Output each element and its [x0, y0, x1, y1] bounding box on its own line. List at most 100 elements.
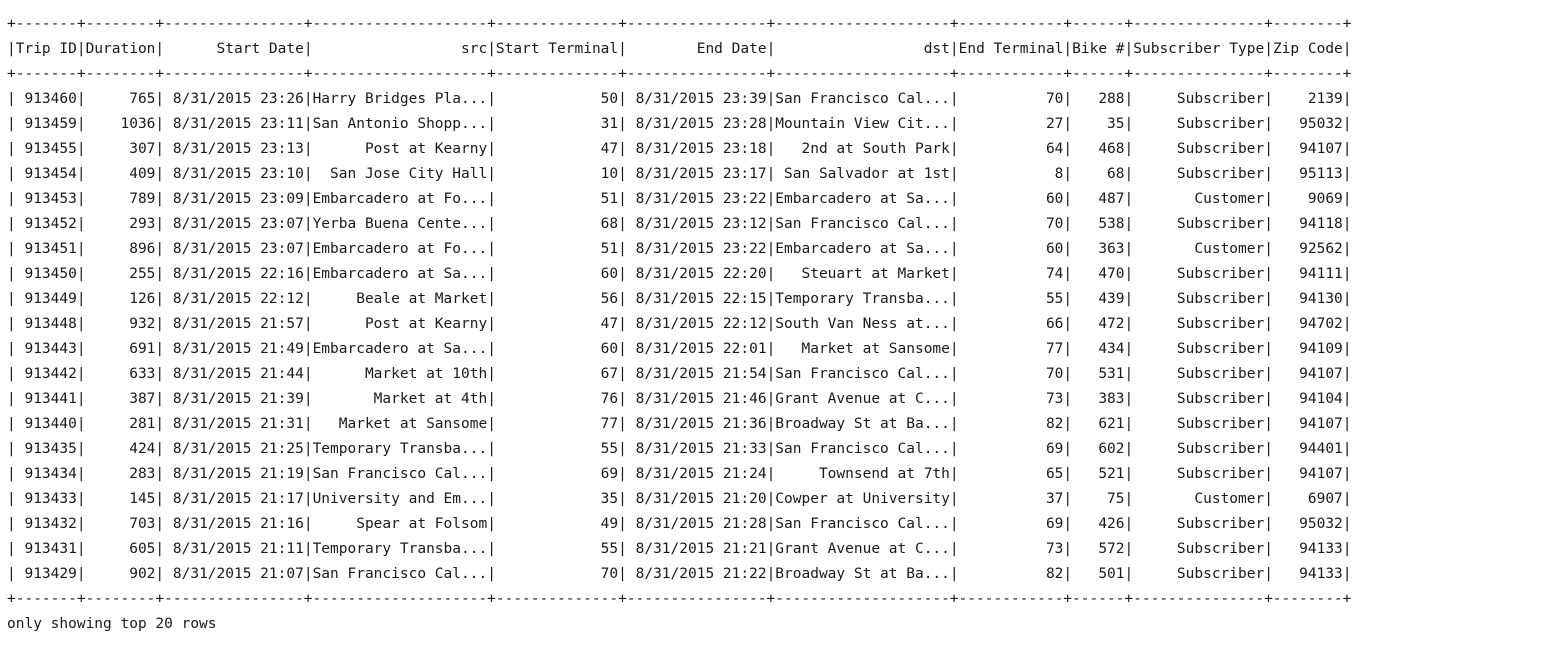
column-separator: | [949, 391, 959, 407]
column-separator: | [303, 216, 313, 232]
column-separator: | [1264, 291, 1273, 307]
column-separator: | [76, 141, 86, 157]
column-separator: | [1264, 516, 1273, 532]
table-cell: 363 [1072, 241, 1125, 257]
column-separator: | [618, 441, 627, 457]
table-cell: 8/31/2015 21:25 [164, 441, 304, 457]
console-output: +-------+--------+----------------+-----… [7, 12, 1352, 637]
table-cell: 94702 [1272, 316, 1343, 332]
column-separator: | [7, 341, 16, 357]
table-row: | 913452| 293| 8/31/2015 23:07|Yerba Bue… [7, 212, 1352, 237]
table-cell: San Jose City Hall [312, 166, 488, 182]
table-cell: 75 [1072, 491, 1125, 507]
table-cell: 51 [495, 241, 619, 257]
column-separator: | [766, 366, 776, 382]
column-separator: | [76, 316, 86, 332]
column-separator: | [766, 441, 776, 457]
table-cell: 8/31/2015 21:33 [626, 441, 767, 457]
table-cell: 913435 [15, 441, 77, 457]
table-cell: 8/31/2015 21:17 [164, 491, 304, 507]
column-separator: | [1124, 541, 1134, 557]
column-separator: | [618, 391, 627, 407]
table-cell: San Francisco Cal... [312, 466, 488, 482]
column-separator: | [1063, 341, 1073, 357]
column-separator: | [155, 266, 165, 282]
table-cell: 77 [958, 341, 1064, 357]
column-separator: | [1342, 441, 1352, 457]
table-row: | 913449| 126| 8/31/2015 22:12| Beale at… [7, 287, 1352, 312]
column-separator: | [1342, 116, 1352, 132]
column-separator: | [303, 391, 313, 407]
table-row: | 913455| 307| 8/31/2015 23:13| Post at … [7, 137, 1352, 162]
table-cell: 2nd at South Park [775, 141, 950, 157]
column-separator: | [1342, 366, 1352, 382]
column-separator: | [949, 491, 959, 507]
column-separator: | [303, 241, 313, 257]
column-separator: | [7, 416, 16, 432]
column-separator: | [949, 191, 959, 207]
column-separator: | [7, 166, 16, 182]
column-separator: | [487, 191, 496, 207]
column-separator: | [1264, 416, 1273, 432]
column-separator: | [949, 466, 959, 482]
table-cell: Broadway St at Ba... [775, 416, 950, 432]
column-separator: | [487, 341, 496, 357]
column-separator: | [1342, 491, 1352, 507]
column-separator: | [155, 166, 165, 182]
column-separator: | [1342, 241, 1352, 257]
table-cell: 913433 [15, 491, 77, 507]
table-cell: 896 [85, 241, 156, 257]
table-cell: 94118 [1272, 216, 1343, 232]
column-separator: | [618, 41, 627, 57]
table-row: | 913451| 896| 8/31/2015 23:07|Embarcade… [7, 237, 1352, 262]
table-cell: 95032 [1272, 516, 1343, 532]
column-separator: | [1264, 266, 1273, 282]
column-separator: | [487, 291, 496, 307]
column-separator: | [1264, 341, 1273, 357]
table-cell: 94401 [1272, 441, 1343, 457]
table-cell: 50 [495, 91, 619, 107]
column-separator: | [1264, 191, 1273, 207]
table-cell: 8/31/2015 21:11 [164, 541, 304, 557]
table-cell: 913454 [15, 166, 77, 182]
column-separator: | [155, 316, 165, 332]
column-separator: | [303, 266, 313, 282]
table-cell: 439 [1072, 291, 1125, 307]
table-cell: 94130 [1272, 291, 1343, 307]
table-cell: 8 [958, 166, 1064, 182]
table-cell: 27 [958, 116, 1064, 132]
table-cell: Embarcadero at Sa... [775, 191, 950, 207]
table-row: | 913431| 605| 8/31/2015 21:11|Temporary… [7, 537, 1352, 562]
table-cell: San Francisco Cal... [775, 441, 950, 457]
table-cell: 531 [1072, 366, 1125, 382]
table-cell: San Francisco Cal... [775, 91, 950, 107]
column-separator: | [7, 491, 16, 507]
table-cell: 94109 [1272, 341, 1343, 357]
table-cell: Subscriber [1133, 166, 1265, 182]
table-cell: 8/31/2015 21:19 [164, 466, 304, 482]
column-separator: | [7, 566, 16, 582]
table-cell: 288 [1072, 91, 1125, 107]
column-separator: | [7, 516, 16, 532]
column-separator: | [1264, 116, 1273, 132]
column-separator: | [766, 41, 776, 57]
column-separator: | [487, 241, 496, 257]
table-cell: Customer [1133, 191, 1265, 207]
table-cell: Harry Bridges Pla... [312, 91, 488, 107]
table-cell: 49 [495, 516, 619, 532]
column-separator: | [7, 316, 16, 332]
row-count-note: only showing top 20 rows [7, 616, 217, 632]
table-cell: 913443 [15, 341, 77, 357]
column-separator: | [1124, 391, 1134, 407]
table-bottom-border: +-------+--------+----------------+-----… [7, 591, 1352, 607]
column-separator: | [949, 516, 959, 532]
table-body: | 913460 | 765 | 8/31/2015 23:26 | Harry Bri… [7, 87, 1352, 587]
column-separator: | [1063, 441, 1073, 457]
column-separator: | [1124, 316, 1134, 332]
table-cell: Subscriber [1133, 541, 1265, 557]
column-separator: | [487, 316, 496, 332]
column-separator: | [1063, 391, 1073, 407]
table-cell: 602 [1072, 441, 1125, 457]
table-cell: 82 [958, 566, 1064, 582]
column-separator: | [76, 216, 86, 232]
